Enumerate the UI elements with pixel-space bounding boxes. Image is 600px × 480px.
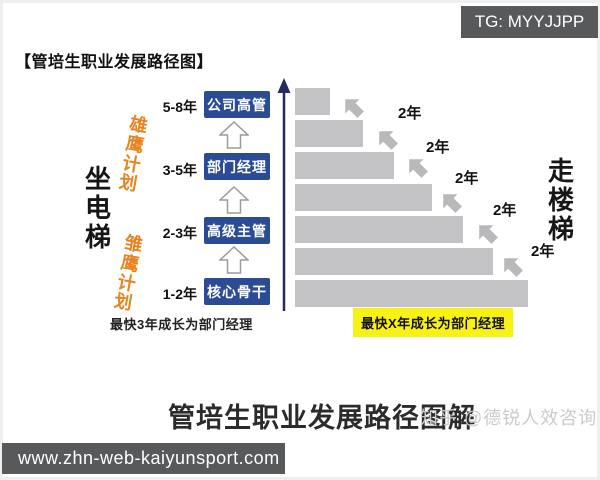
stair-step-duration: 2年 [531,243,555,260]
page-title: 【管培生职业发展路径图】 [15,54,214,71]
up-arrow-icon [218,245,250,274]
stage-role-box: 核心骨干 [204,278,270,305]
stair-arrow-icon [371,123,402,154]
watermark: 知乎 @德锐人效咨询 [420,408,598,428]
stair-step-bar [295,120,363,147]
stage-years-label: 1-2年 [162,286,197,302]
elevator-caption: 最快3年成长为部门经理 [110,317,253,332]
stair-step-duration: 2年 [493,202,517,219]
stage-role-box: 部门经理 [204,153,270,180]
stage-role-box: 公司高管 [204,91,270,118]
program-label: 雏鹰计划 [112,232,145,314]
stair-step-bar [295,216,463,243]
up-arrow-icon [218,120,250,149]
stairs-caption-highlight: 最快X年成长为部门经理 [353,308,514,337]
stair-arrow-icon [471,217,502,248]
stair-step-duration: 2年 [455,170,479,187]
stage-years-label: 3-5年 [162,162,197,178]
up-arrow-icon [218,185,250,214]
stair-arrow-icon [337,91,368,122]
elevator-axis-label: 坐电梯 [85,164,112,253]
stage-role-box: 高级主管 [204,217,270,244]
stair-step-bar [295,152,394,179]
stair-step-duration: 2年 [398,105,422,122]
stairs-axis-arrow-icon [277,78,291,311]
stair-arrow-icon [435,186,466,217]
program-label: 雄鹰计划 [117,113,150,195]
stair-arrow-icon [496,250,527,281]
stage-years-label: 5-8年 [162,99,197,115]
stair-step-duration: 2年 [426,139,450,156]
telegram-badge: TG: MYYJJPP [461,6,598,38]
stairs-axis-label: 走楼梯 [548,156,575,245]
figure-caption: 管培生职业发展路径图解 [168,403,476,433]
stage-years-label: 2-3年 [162,225,197,241]
stair-step-bar [295,88,330,115]
stair-step-bar [295,184,432,211]
stair-step-bar [295,280,528,307]
website-url-bar: www.zhn-web-kaiyunsport.com [2,443,285,474]
stair-arrow-icon [401,151,432,182]
stair-step-bar [295,248,493,275]
